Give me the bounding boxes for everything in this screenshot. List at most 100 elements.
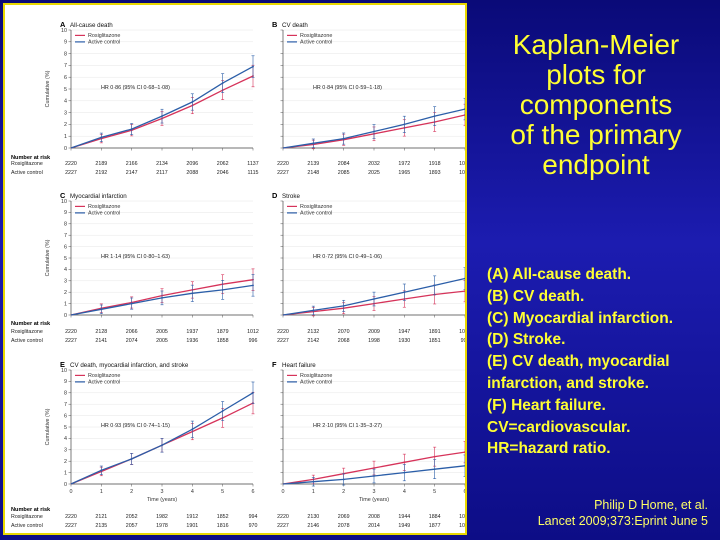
data-point	[464, 290, 465, 292]
panel-title: CV death	[282, 22, 308, 29]
hazard-ratio-text: HR 0·86 (95% CI 0·68–1·08)	[101, 85, 170, 91]
at-risk-count: 1851	[429, 338, 441, 344]
data-point	[312, 309, 315, 312]
data-point	[433, 468, 436, 471]
y-tick-label: 5	[64, 425, 67, 431]
at-risk-count: 2084	[338, 161, 350, 167]
y-tick-label: 3	[64, 448, 67, 454]
data-point	[373, 298, 375, 300]
caption-line: (E) CV death, myocardial	[487, 353, 670, 371]
y-tick-label: 4	[64, 99, 67, 105]
citation-journal: Lancet 2009;373:Eprint June 5	[537, 514, 708, 528]
caption-line: infarction, and stroke.	[487, 374, 649, 392]
at-risk-count: 2220	[277, 514, 289, 520]
data-point	[100, 308, 103, 311]
at-risk-count: 2032	[368, 161, 380, 167]
at-risk-count: 2121	[95, 514, 107, 520]
at-risk-count: 1891	[429, 329, 441, 335]
y-tick-label: 1	[64, 134, 67, 140]
slide-title-line: plots for	[546, 59, 646, 90]
at-risk-count: 1012	[247, 329, 259, 335]
kaplan-meier-figure: A All-cause death 0 1 2 3 4 5 6 7 8 9 10 Cumulative (…	[3, 3, 467, 535]
data-point	[312, 142, 315, 145]
at-risk-count: 2220	[277, 329, 289, 335]
y-tick-label: 5	[64, 87, 67, 93]
legend-label: Rosiglitazone	[300, 33, 332, 39]
y-tick-label: 9	[64, 210, 67, 216]
panel-title: Heart failure	[282, 362, 316, 369]
panel-letter: A	[60, 20, 66, 29]
x-tick-label: 0	[282, 489, 285, 495]
at-risk-count: 2052	[126, 514, 138, 520]
data-point	[464, 277, 465, 280]
legend-label: Rosiglitazone	[88, 204, 120, 210]
data-point	[252, 65, 254, 68]
y-tick-label: 6	[64, 244, 67, 250]
panel-letter: D	[272, 191, 278, 200]
at-risk-count: 2009	[368, 329, 380, 335]
at-risk-count: 2147	[126, 170, 138, 176]
at-risk-count: 1998	[368, 338, 380, 344]
x-tick-label: 2	[130, 489, 133, 495]
at-risk-count: 2074	[126, 338, 138, 344]
at-risk-count: 1884	[429, 514, 441, 520]
risk-row-label: Active control	[11, 170, 43, 176]
data-point	[464, 451, 465, 453]
data-point	[342, 137, 345, 140]
caption-list: (A) All-cause death. (B) CV death. (C) M…	[487, 264, 717, 460]
at-risk-count: 970	[249, 523, 258, 529]
at-risk-count: 1912	[186, 514, 198, 520]
data-point	[130, 128, 133, 131]
panel-title: Stroke	[282, 193, 300, 200]
data-point	[221, 410, 224, 412]
at-risk-count: 2227	[277, 170, 289, 176]
at-risk-count: 2066	[126, 329, 138, 335]
y-tick-label: 6	[64, 413, 67, 419]
y-tick-label: 10	[61, 28, 67, 34]
at-risk-count: 2088	[186, 170, 198, 176]
at-risk-count: 2078	[338, 523, 350, 529]
data-point	[191, 101, 194, 103]
at-risk-count: 1877	[429, 523, 441, 529]
at-risk-count: 994	[249, 514, 258, 520]
hazard-ratio-text: HR 0·93 (95% CI 0·74–1·15)	[101, 423, 170, 429]
at-risk-count: 2014	[368, 523, 380, 529]
at-risk-count: 2146	[307, 523, 319, 529]
at-risk-count: 2070	[338, 329, 350, 335]
data-point	[161, 444, 163, 447]
at-risk-count: 1024	[459, 329, 465, 335]
at-risk-count: 1965	[398, 170, 410, 176]
y-tick-label: 3	[64, 279, 67, 285]
hazard-ratio-text: HR 0·72 (95% CI 0·49–1·06)	[313, 254, 382, 260]
data-point	[373, 475, 375, 477]
at-risk-count: 1947	[398, 329, 410, 335]
y-axis-label: Cumulative (%)	[45, 70, 51, 107]
panel-letter: F	[272, 360, 277, 369]
caption-line: (A) All-cause death.	[487, 266, 632, 283]
at-risk-count: 2005	[156, 338, 168, 344]
at-risk-count: 2132	[307, 329, 319, 335]
at-risk-count: 1937	[186, 329, 198, 335]
at-risk-count: 1879	[217, 329, 229, 335]
at-risk-count: 2062	[217, 161, 229, 167]
at-risk-count: 2117	[156, 170, 167, 176]
data-point	[342, 304, 345, 307]
x-tick-label: 5	[221, 489, 224, 495]
data-point	[403, 461, 406, 464]
slide-title-line: components	[519, 89, 673, 120]
at-risk-count: 2085	[338, 170, 350, 176]
legend-label: Active control	[88, 380, 120, 386]
caption-line: HR=hazard ratio.	[487, 440, 611, 458]
x-tick-label: 6	[464, 489, 466, 495]
panel-letter: B	[272, 20, 277, 29]
legend-label: Rosiglitazone	[88, 373, 120, 379]
data-point	[403, 291, 406, 294]
x-tick-label: 4	[191, 489, 194, 495]
at-risk-count: 2220	[65, 514, 77, 520]
at-risk-count: 2227	[277, 523, 289, 529]
legend-label: Active control	[300, 211, 332, 217]
number-at-risk-heading: Number at risk	[11, 155, 51, 161]
at-risk-count: 2128	[95, 329, 107, 335]
y-tick-label: 0	[64, 313, 67, 319]
data-point	[161, 297, 163, 299]
